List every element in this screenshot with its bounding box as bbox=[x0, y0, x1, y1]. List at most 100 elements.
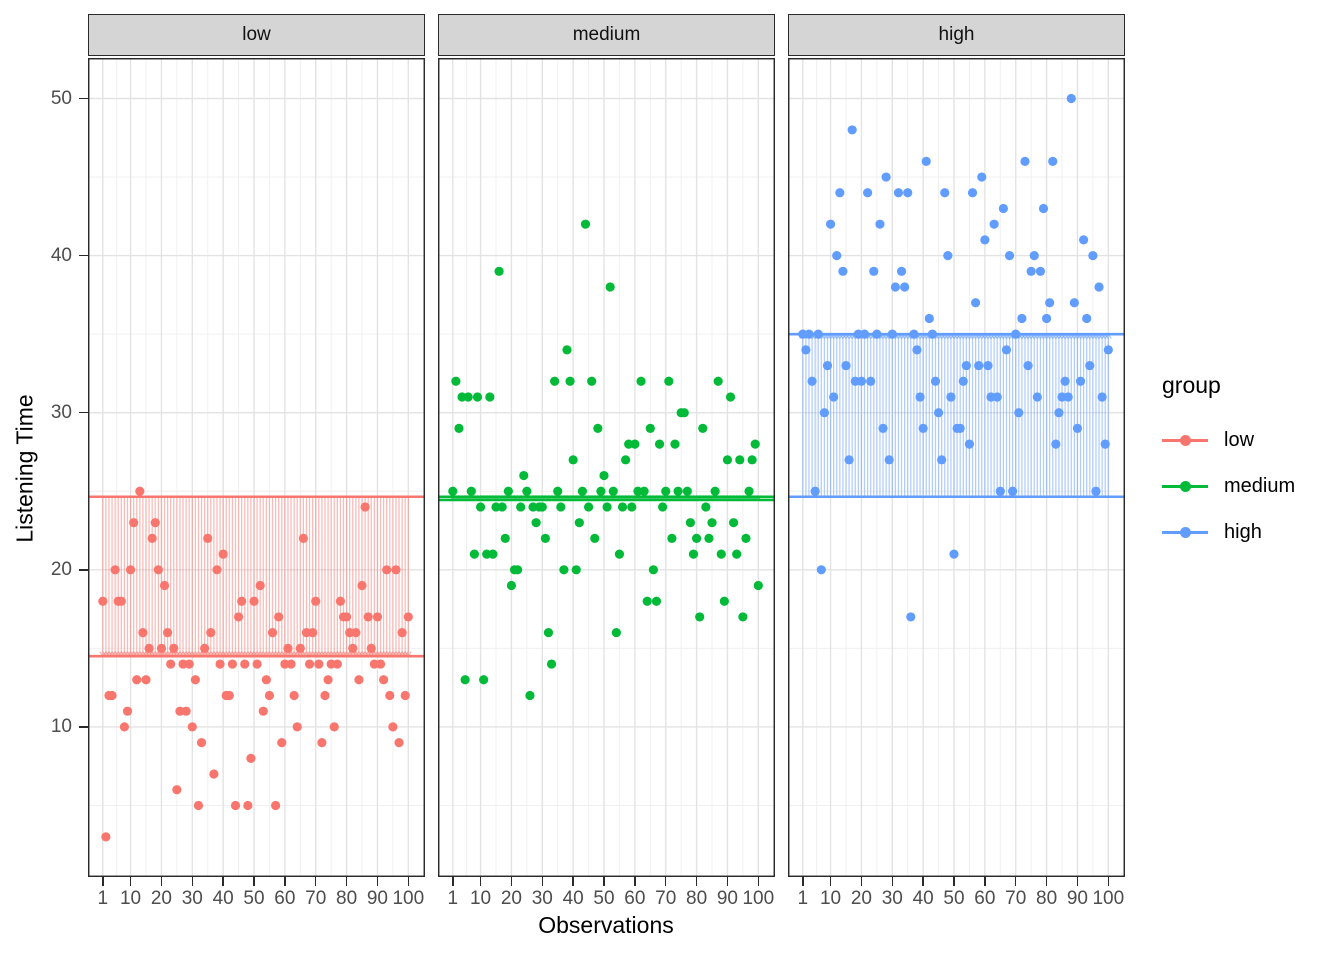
data-point bbox=[531, 518, 541, 528]
facet-strip-high: high bbox=[788, 14, 1125, 56]
data-point bbox=[946, 392, 956, 402]
data-point bbox=[320, 690, 330, 701]
data-point bbox=[283, 643, 293, 653]
data-point bbox=[479, 675, 489, 685]
data-point bbox=[252, 659, 262, 669]
x-tick-label: 80 bbox=[686, 888, 708, 909]
x-tick-label: 20 bbox=[150, 888, 172, 909]
data-point bbox=[454, 423, 464, 434]
data-point bbox=[400, 690, 410, 701]
data-point bbox=[101, 832, 111, 842]
data-point bbox=[562, 345, 572, 355]
data-point bbox=[679, 408, 689, 418]
facet-panel-high bbox=[788, 58, 1125, 877]
data-point bbox=[190, 675, 200, 685]
data-point bbox=[716, 549, 726, 559]
data-point bbox=[602, 502, 612, 512]
data-point bbox=[463, 392, 473, 402]
data-point bbox=[295, 643, 305, 653]
data-point bbox=[181, 706, 191, 716]
data-point bbox=[351, 628, 361, 638]
data-point bbox=[1051, 439, 1061, 449]
data-point bbox=[651, 596, 662, 606]
x-axis-tick bbox=[102, 877, 104, 886]
data-point bbox=[187, 722, 197, 732]
data-point bbox=[863, 188, 873, 198]
x-axis-tick bbox=[829, 877, 832, 886]
data-point bbox=[98, 596, 108, 606]
data-point bbox=[1097, 392, 1107, 402]
data-point bbox=[129, 518, 139, 528]
x-axis-tick bbox=[452, 877, 454, 886]
data-point bbox=[240, 659, 250, 669]
data-point bbox=[617, 502, 628, 512]
data-point bbox=[193, 800, 204, 811]
data-point bbox=[909, 329, 919, 339]
data-point bbox=[611, 628, 621, 638]
data-point bbox=[271, 800, 281, 811]
facet-strip-label: high bbox=[938, 24, 975, 45]
data-point bbox=[132, 675, 142, 685]
data-point bbox=[995, 486, 1005, 496]
data-point bbox=[537, 502, 547, 512]
data-point bbox=[571, 565, 581, 575]
data-point bbox=[1088, 251, 1098, 261]
data-point bbox=[832, 251, 842, 261]
data-point bbox=[577, 486, 588, 496]
data-point bbox=[1072, 423, 1083, 434]
data-point bbox=[519, 470, 529, 481]
data-point bbox=[627, 502, 637, 512]
data-point bbox=[738, 612, 748, 622]
x-axis-tick bbox=[603, 877, 605, 886]
x-tick-label: 10 bbox=[119, 888, 142, 909]
data-point bbox=[522, 486, 532, 496]
data-point bbox=[1029, 251, 1039, 261]
data-point bbox=[685, 518, 696, 528]
x-axis-tick bbox=[160, 877, 163, 886]
data-point bbox=[825, 219, 836, 229]
data-point bbox=[391, 565, 401, 575]
facet-panel-medium bbox=[438, 58, 775, 877]
data-point bbox=[150, 518, 160, 528]
data-point bbox=[289, 690, 299, 701]
data-point bbox=[915, 392, 925, 402]
data-point bbox=[896, 266, 907, 276]
x-axis-tick bbox=[376, 877, 379, 886]
data-point bbox=[707, 518, 717, 528]
data-point bbox=[704, 533, 714, 543]
data-point bbox=[553, 486, 563, 496]
x-tick-label: 70 bbox=[1005, 888, 1027, 909]
data-point bbox=[267, 628, 278, 638]
data-point bbox=[372, 612, 383, 622]
legend-title: group bbox=[1162, 372, 1221, 398]
data-point bbox=[233, 612, 244, 622]
data-point bbox=[918, 423, 928, 434]
data-point bbox=[559, 565, 569, 575]
data-point bbox=[967, 188, 978, 198]
x-tick-label: 90 bbox=[366, 888, 388, 909]
data-point bbox=[1004, 251, 1015, 261]
data-point bbox=[224, 690, 234, 701]
data-point bbox=[122, 706, 133, 716]
data-point bbox=[1001, 345, 1012, 355]
data-point bbox=[838, 266, 848, 276]
x-axis-tick bbox=[572, 877, 574, 886]
data-point bbox=[488, 549, 498, 559]
data-point bbox=[673, 486, 683, 496]
data-point bbox=[1060, 376, 1070, 386]
data-point bbox=[605, 282, 615, 292]
data-point bbox=[394, 738, 404, 748]
y-axis-tick bbox=[79, 97, 88, 100]
data-point bbox=[596, 486, 606, 496]
data-point bbox=[230, 800, 241, 811]
data-point bbox=[388, 722, 398, 732]
data-point bbox=[258, 706, 268, 716]
data-point bbox=[227, 659, 238, 669]
data-point bbox=[385, 690, 395, 701]
x-axis-tick bbox=[757, 877, 760, 886]
data-point bbox=[497, 502, 507, 512]
data-point bbox=[801, 345, 811, 355]
data-point bbox=[255, 580, 265, 591]
data-point bbox=[587, 376, 597, 386]
x-tick-label: 20 bbox=[850, 888, 872, 909]
